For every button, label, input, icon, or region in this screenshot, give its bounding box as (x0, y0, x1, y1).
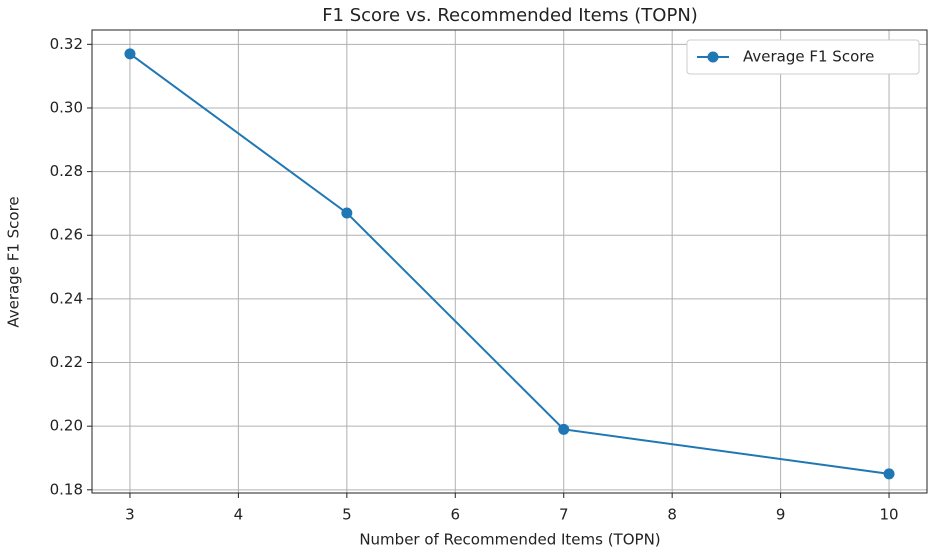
y-tick-label: 0.32 (50, 35, 83, 53)
y-tick-label: 0.20 (50, 417, 83, 435)
data-point (124, 48, 136, 60)
y-tick-label: 0.26 (50, 226, 83, 244)
y-tick-label: 0.24 (50, 289, 83, 307)
x-tick-label: 7 (559, 506, 569, 524)
legend-marker (707, 51, 719, 63)
plot-frame (91, 29, 928, 494)
y-axis-label: Average F1 Score (5, 196, 23, 327)
x-tick-label: 4 (234, 506, 244, 524)
y-tick-label: 0.22 (50, 353, 83, 371)
y-tick-label: 0.18 (50, 480, 83, 498)
series-line (129, 53, 890, 475)
data-point (883, 468, 895, 480)
x-tick-label: 8 (667, 506, 677, 524)
chart-title: F1 Score vs. Recommended Items (TOPN) (322, 5, 698, 26)
x-tick-label: 9 (776, 506, 786, 524)
y-tick-label: 0.30 (50, 98, 83, 116)
legend-label: Average F1 Score (743, 48, 874, 66)
x-axis-label: Number of Recommended Items (TOPN) (359, 531, 660, 549)
legend-box (686, 39, 920, 75)
data-point (558, 423, 570, 435)
x-tick-label: 5 (342, 506, 352, 524)
y-tick-label: 0.28 (50, 162, 83, 180)
x-tick-label: 10 (879, 506, 898, 524)
x-tick-label: 6 (451, 506, 461, 524)
x-tick-label: 3 (125, 506, 135, 524)
data-point (341, 207, 353, 219)
